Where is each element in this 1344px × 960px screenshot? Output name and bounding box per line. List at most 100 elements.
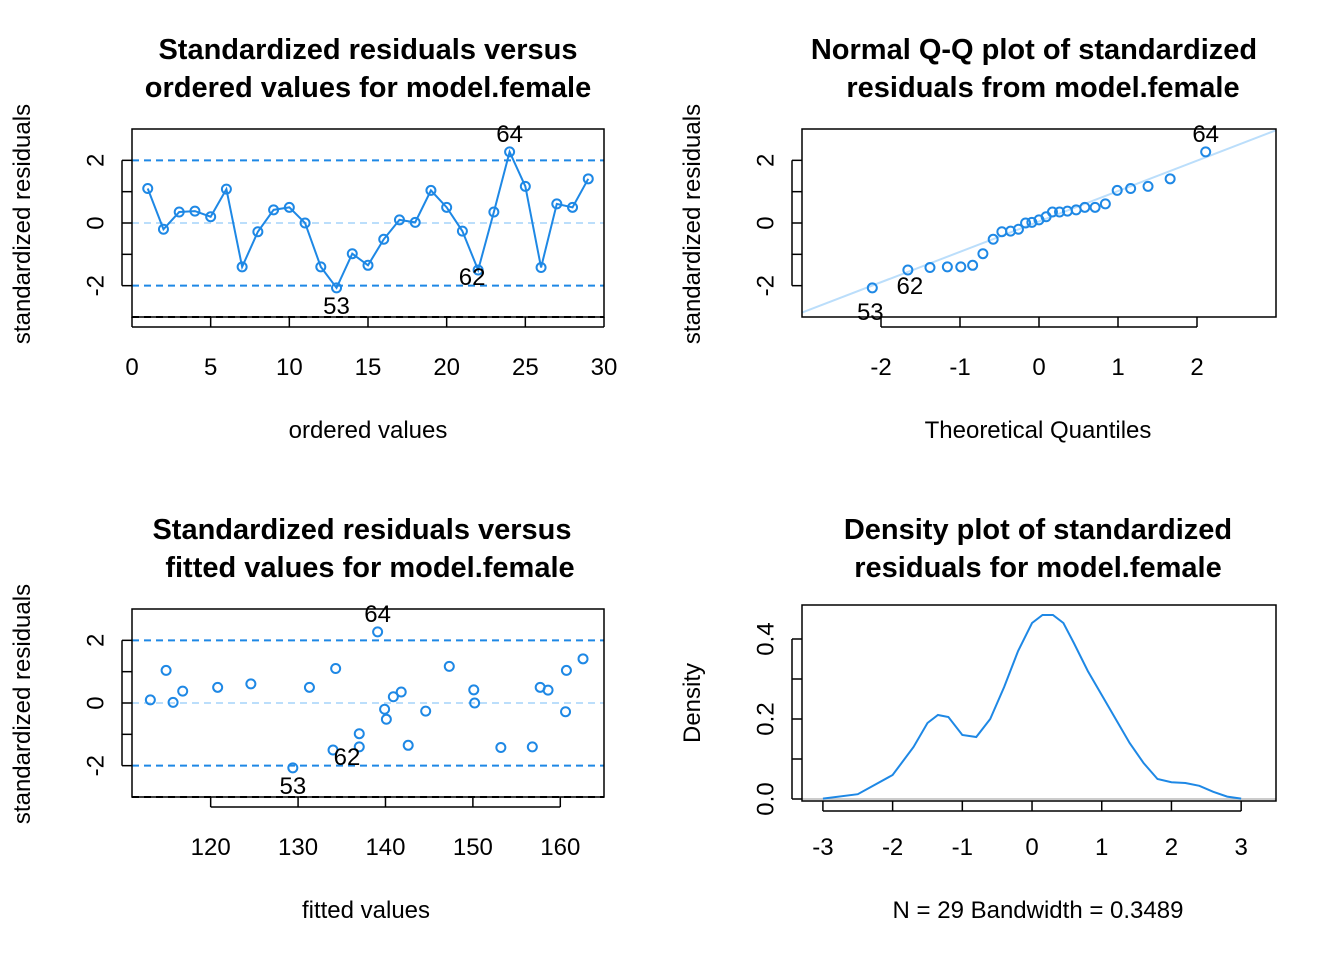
y-tick-label: 0 xyxy=(753,216,780,229)
x-tick-label: -1 xyxy=(952,834,973,861)
data-point xyxy=(1099,198,1111,210)
point-label: 64 xyxy=(496,121,523,148)
x-tick-label: 130 xyxy=(278,834,318,861)
x-tick-label: 15 xyxy=(355,354,382,381)
data-point xyxy=(380,713,392,725)
data-point xyxy=(1012,223,1024,235)
data-point xyxy=(160,664,172,676)
data-point xyxy=(472,264,484,276)
data-point xyxy=(353,728,365,740)
y-axis-label: standardized residuals xyxy=(679,104,706,344)
data-point xyxy=(955,261,967,273)
point-label: 64 xyxy=(364,601,391,628)
x-tick-label: 3 xyxy=(1234,834,1247,861)
point-label: 62 xyxy=(334,744,361,771)
data-point xyxy=(866,282,878,294)
data-point xyxy=(157,223,169,235)
y-tick-label: 2 xyxy=(83,154,110,167)
panel-title-line-1: Standardized residuals versus xyxy=(158,34,577,66)
data-point xyxy=(456,225,468,237)
data-point xyxy=(393,214,405,226)
data-point xyxy=(220,183,232,195)
data-point xyxy=(967,259,979,271)
data-point xyxy=(409,216,421,228)
point-label: 62 xyxy=(897,273,924,300)
y-axis-label: standardized residuals xyxy=(9,584,36,824)
data-point xyxy=(551,198,563,210)
data-point xyxy=(542,684,554,696)
x-tick-label: -2 xyxy=(870,354,891,381)
data-point xyxy=(205,211,217,223)
x-tick-label: 2 xyxy=(1165,834,1178,861)
data-point xyxy=(1054,206,1066,218)
data-point xyxy=(287,762,299,774)
data-point xyxy=(362,259,374,271)
y-tick-label: 2 xyxy=(753,154,780,167)
series-line xyxy=(146,148,590,290)
data-point xyxy=(425,184,437,196)
x-tick-label: -3 xyxy=(812,834,833,861)
point-label: 64 xyxy=(1192,121,1219,148)
y-tick-label: -2 xyxy=(83,275,110,296)
data-point xyxy=(299,217,311,229)
panel-title-line-1: Density plot of standardized xyxy=(844,514,1232,546)
data-point xyxy=(379,703,391,715)
data-point xyxy=(1046,206,1058,218)
series-line xyxy=(822,614,1242,800)
y-tick-label: -2 xyxy=(83,755,110,776)
data-point xyxy=(315,261,327,273)
x-tick-label: 25 xyxy=(512,354,539,381)
data-point xyxy=(495,741,507,753)
panel-residuals-vs-fitted: Standardized residuals versus fitted val… xyxy=(9,514,605,924)
data-point xyxy=(1089,201,1101,213)
data-point xyxy=(1111,184,1123,196)
data-point xyxy=(402,739,414,751)
data-point xyxy=(245,678,257,690)
y-tick-label: 0 xyxy=(83,216,110,229)
x-tick-label: 1 xyxy=(1095,834,1108,861)
x-tick-label: 0 xyxy=(1032,354,1045,381)
data-point xyxy=(353,741,365,753)
x-axis-label: N = 29 Bandwidth = 0.3489 xyxy=(893,897,1184,924)
data-point xyxy=(535,261,547,273)
data-point xyxy=(519,180,531,192)
data-point xyxy=(577,653,589,665)
x-tick-label: 140 xyxy=(365,834,405,861)
data-point xyxy=(924,261,936,273)
data-point xyxy=(189,205,201,217)
y-axis-label: Density xyxy=(679,663,706,743)
data-point xyxy=(1125,183,1137,195)
panel-title-line-2: residuals for model.female xyxy=(854,552,1221,584)
panel-title-line-2: residuals from model.female xyxy=(846,72,1239,104)
data-point xyxy=(1020,217,1032,229)
data-point xyxy=(212,681,224,693)
data-point xyxy=(1026,216,1038,228)
panel-normal-qq: Normal Q-Q plot of standardized residual… xyxy=(679,34,1277,444)
point-label: 53 xyxy=(857,299,884,326)
data-point xyxy=(1200,146,1212,158)
data-point xyxy=(331,282,343,294)
data-point xyxy=(395,686,407,698)
data-point xyxy=(560,664,572,676)
data-point xyxy=(330,663,342,675)
data-point xyxy=(567,201,579,213)
x-tick-label: 5 xyxy=(204,354,217,381)
panel-title-line-2: fitted values for model.female xyxy=(165,552,574,584)
point-label: 62 xyxy=(459,264,486,291)
data-point xyxy=(526,741,538,753)
data-point xyxy=(504,146,516,158)
point-label: 53 xyxy=(279,773,306,800)
data-point xyxy=(252,226,264,238)
point-label: 53 xyxy=(323,293,350,320)
data-point xyxy=(1164,173,1176,185)
x-tick-label: 30 xyxy=(591,354,618,381)
x-tick-label: 150 xyxy=(453,834,493,861)
data-point xyxy=(268,204,280,216)
x-tick-label: 10 xyxy=(276,354,303,381)
plot-frame xyxy=(801,604,1277,802)
x-tick-label: 160 xyxy=(540,834,580,861)
y-tick-label: 0.2 xyxy=(753,702,780,735)
x-tick-label: 1 xyxy=(1111,354,1124,381)
x-axis-label: fitted values xyxy=(302,897,430,924)
